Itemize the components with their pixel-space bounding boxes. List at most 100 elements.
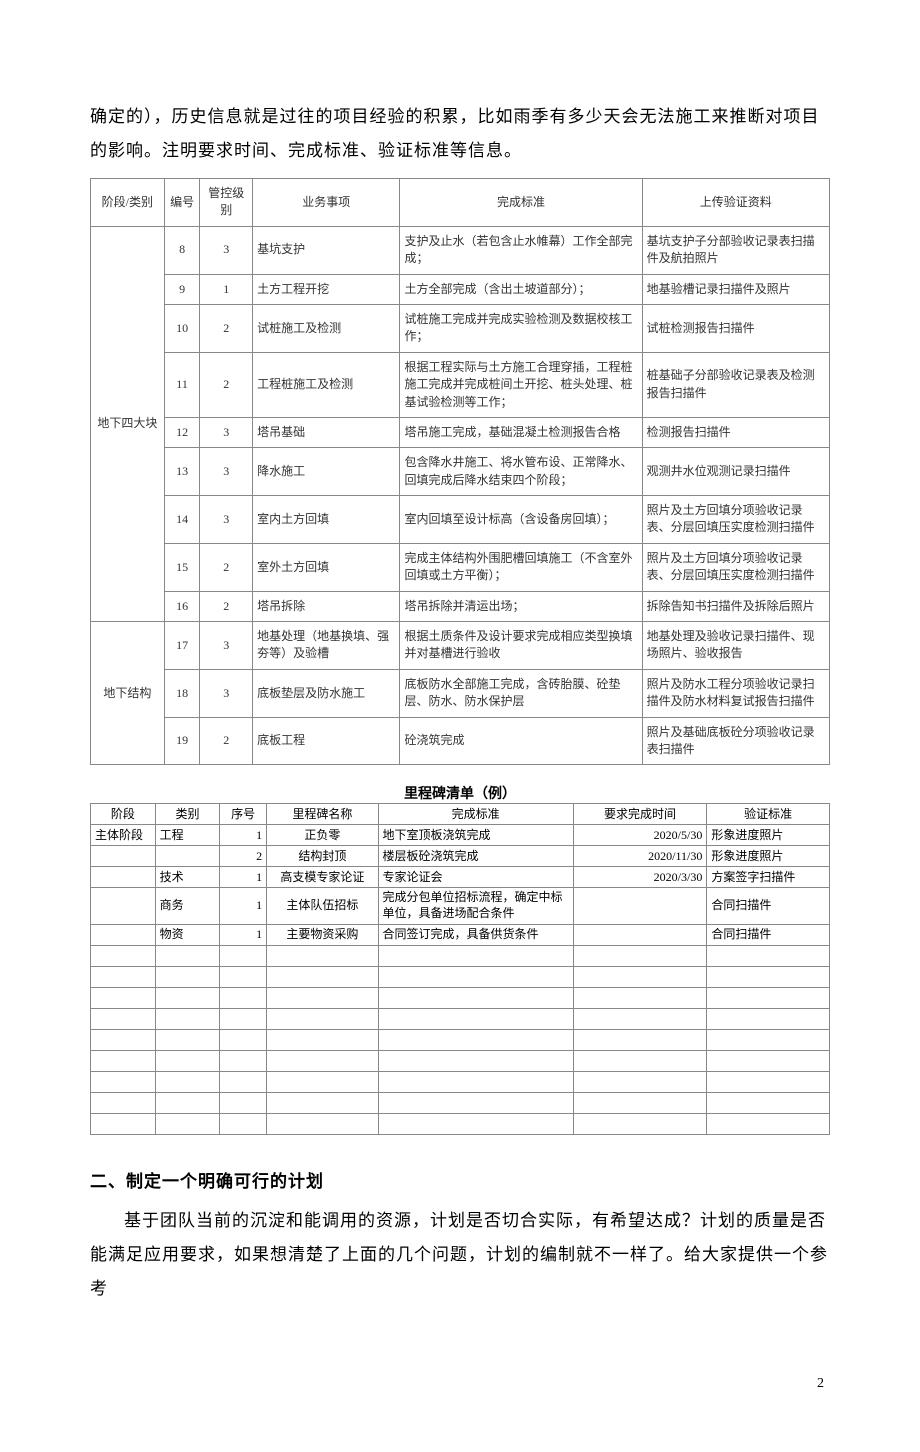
table2-blank-cell bbox=[707, 945, 830, 966]
table1-cell: 包含降水井施工、将水管布设、正常降水、回填完成后降水结束四个阶段； bbox=[400, 448, 642, 496]
table1-cell: 10 bbox=[164, 304, 200, 352]
table1-cell: 3 bbox=[200, 669, 253, 717]
table1-cell: 拆除告知书扫描件及拆除后照片 bbox=[642, 591, 829, 621]
table2-blank-cell bbox=[573, 966, 707, 987]
table2-row: 物资1主要物资采购合同签订完成，具备供货条件合同扫描件 bbox=[91, 924, 830, 945]
table1-row: 162塔吊拆除塔吊拆除并清运出场；拆除告知书扫描件及拆除后照片 bbox=[91, 591, 830, 621]
table2-blank-cell bbox=[220, 987, 267, 1008]
table2-cell: 合同扫描件 bbox=[707, 924, 830, 945]
table2-header: 序号 bbox=[220, 804, 267, 825]
table1-cell: 照片及防水工程分项验收记录扫描件及防水材料复试报告扫描件 bbox=[642, 669, 829, 717]
table1-cell: 塔吊基础 bbox=[253, 417, 400, 447]
table2-cell: 主体阶段 bbox=[91, 825, 156, 846]
table1-cell: 试桩施工完成并完成实验检测及数据校核工作； bbox=[400, 304, 642, 352]
table2-blank-row bbox=[91, 945, 830, 966]
table2-blank-cell bbox=[378, 1050, 573, 1071]
table2-cell: 2020/11/30 bbox=[573, 846, 707, 867]
table1-cell: 11 bbox=[164, 352, 200, 417]
table1-cell: 底板防水全部施工完成，含砖胎膜、砼垫层、防水、防水保护层 bbox=[400, 669, 642, 717]
table1-cell: 地基处理（地基换填、强夯等）及验槽 bbox=[253, 622, 400, 670]
table1-cell: 地基处理及验收记录扫描件、现场照片、验收报告 bbox=[642, 622, 829, 670]
table1-header: 完成标准 bbox=[400, 179, 642, 227]
table2-cell bbox=[91, 867, 156, 888]
table2-cell: 2020/3/30 bbox=[573, 867, 707, 888]
table2-blank-cell bbox=[267, 1092, 378, 1113]
table2-blank-cell bbox=[573, 1113, 707, 1134]
table2-cell: 正负零 bbox=[267, 825, 378, 846]
table2-blank-cell bbox=[267, 1050, 378, 1071]
table2-blank-cell bbox=[707, 1050, 830, 1071]
table1-cell: 地基验槽记录扫描件及照片 bbox=[642, 274, 829, 304]
table1-row: 91土方工程开挖土方全部完成（含出土坡道部分）；地基验槽记录扫描件及照片 bbox=[91, 274, 830, 304]
table1-cell: 底板工程 bbox=[253, 717, 400, 765]
table2-blank-cell bbox=[91, 987, 156, 1008]
table2-blank-cell bbox=[155, 1113, 220, 1134]
table2-blank-cell bbox=[267, 1071, 378, 1092]
table2-cell: 完成分包单位招标流程，确定中标单位，具备进场配合条件 bbox=[378, 888, 573, 924]
table2-blank-cell bbox=[267, 945, 378, 966]
table1-row: 地下结构173地基处理（地基换填、强夯等）及验槽根据土质条件及设计要求完成相应类… bbox=[91, 622, 830, 670]
table1-row: 102试桩施工及检测试桩施工完成并完成实验检测及数据校核工作；试桩检测报告扫描件 bbox=[91, 304, 830, 352]
table2-cell: 1 bbox=[220, 924, 267, 945]
table2-blank-cell bbox=[267, 1029, 378, 1050]
table2-cell: 合同扫描件 bbox=[707, 888, 830, 924]
table2-blank-cell bbox=[91, 1113, 156, 1134]
table1-cell: 检测报告扫描件 bbox=[642, 417, 829, 447]
table1-cell: 13 bbox=[164, 448, 200, 496]
table1-cell: 19 bbox=[164, 717, 200, 765]
table2-cell: 物资 bbox=[155, 924, 220, 945]
table1-cell: 14 bbox=[164, 496, 200, 544]
table1-cell: 照片及土方回填分项验收记录表、分层回填压实度检测扫描件 bbox=[642, 543, 829, 591]
table2-blank-cell bbox=[155, 1008, 220, 1029]
table2-blank-row bbox=[91, 1071, 830, 1092]
table2-blank-cell bbox=[91, 1008, 156, 1029]
table2-blank-cell bbox=[155, 945, 220, 966]
table2-blank-cell bbox=[220, 1029, 267, 1050]
table2-blank-cell bbox=[91, 945, 156, 966]
table2-blank-cell bbox=[573, 945, 707, 966]
table2-row: 2结构封顶楼层板砼浇筑完成2020/11/30形象进度照片 bbox=[91, 846, 830, 867]
table1-cell: 1 bbox=[200, 274, 253, 304]
table2-blank-cell bbox=[378, 1092, 573, 1113]
milestone-table: 阶段类别序号里程碑名称完成标准要求完成时间验证标准 主体阶段工程1正负零地下室顶… bbox=[90, 803, 830, 1134]
table1-cell: 试桩施工及检测 bbox=[253, 304, 400, 352]
table2-blank-row bbox=[91, 1113, 830, 1134]
table1-cell: 3 bbox=[200, 448, 253, 496]
table1-row: 112工程桩施工及检测根据工程实际与土方施工合理穿插，工程桩施工完成并完成桩间土… bbox=[91, 352, 830, 417]
table2-blank-row bbox=[91, 1050, 830, 1071]
table1-cell: 3 bbox=[200, 622, 253, 670]
table2-blank-cell bbox=[155, 1029, 220, 1050]
table2-cell: 主体队伍招标 bbox=[267, 888, 378, 924]
table2-cell: 1 bbox=[220, 888, 267, 924]
table2-blank-cell bbox=[91, 1050, 156, 1071]
table1-cell: 根据土质条件及设计要求完成相应类型换填并对基槽进行验收 bbox=[400, 622, 642, 670]
table1-cell: 3 bbox=[200, 226, 253, 274]
table2-blank-cell bbox=[91, 1092, 156, 1113]
table2-blank-cell bbox=[378, 945, 573, 966]
table1-cell: 基坑支护 bbox=[253, 226, 400, 274]
table1-header: 编号 bbox=[164, 179, 200, 227]
table1-cell: 2 bbox=[200, 717, 253, 765]
table2-cell bbox=[91, 888, 156, 924]
table2-cell: 形象进度照片 bbox=[707, 825, 830, 846]
table1-cell: 室内回填至设计标高（含设备房回填）； bbox=[400, 496, 642, 544]
table1-row: 133降水施工包含降水井施工、将水管布设、正常降水、回填完成后降水结束四个阶段；… bbox=[91, 448, 830, 496]
table2-blank-cell bbox=[220, 1050, 267, 1071]
table2-blank-cell bbox=[573, 1029, 707, 1050]
table2-blank-cell bbox=[155, 966, 220, 987]
table2-blank-cell bbox=[573, 1092, 707, 1113]
table1-cell: 桩基础子分部验收记录表及检测报告扫描件 bbox=[642, 352, 829, 417]
table1-cell: 8 bbox=[164, 226, 200, 274]
table2-header: 验证标准 bbox=[707, 804, 830, 825]
table1-cell: 观测井水位观测记录扫描件 bbox=[642, 448, 829, 496]
table1-cell: 17 bbox=[164, 622, 200, 670]
table1-cell: 2 bbox=[200, 304, 253, 352]
table2-row: 技术1高支模专家论证专家论证会2020/3/30方案签字扫描件 bbox=[91, 867, 830, 888]
table2-cell: 专家论证会 bbox=[378, 867, 573, 888]
table1-cell: 2 bbox=[200, 543, 253, 591]
table1-row: 123塔吊基础塔吊施工完成，基础混凝土检测报告合格检测报告扫描件 bbox=[91, 417, 830, 447]
table2-blank-cell bbox=[573, 1071, 707, 1092]
table2-blank-cell bbox=[155, 1071, 220, 1092]
table1-header: 阶段/类别 bbox=[91, 179, 165, 227]
table2-cell: 方案签字扫描件 bbox=[707, 867, 830, 888]
